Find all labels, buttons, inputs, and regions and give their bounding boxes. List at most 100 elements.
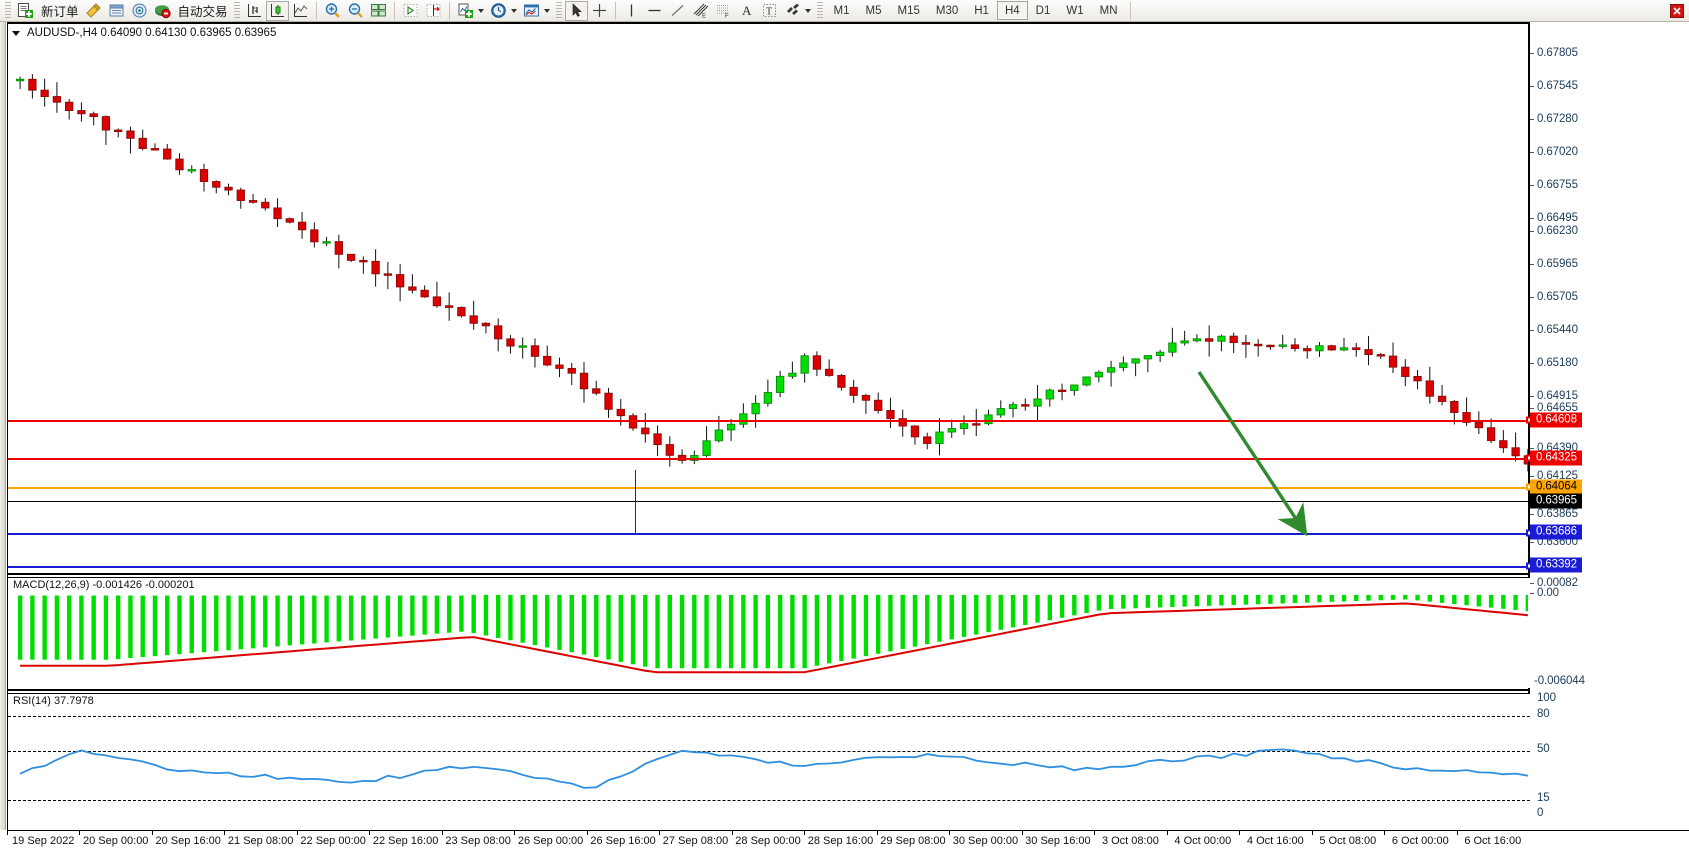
add-indicator-icon[interactable] — [454, 1, 477, 21]
time-tick — [514, 831, 516, 835]
close-icon[interactable] — [1667, 1, 1687, 21]
rsi-axis-label-0: 0 — [1537, 807, 1544, 819]
pane-separator-rsi[interactable] — [8, 689, 1530, 691]
time-tick-label: 30 Sep 16:00 — [1025, 835, 1091, 847]
price-level-badge-support-2[interactable]: 0.63392 — [1530, 557, 1582, 573]
rsi-guide-80 — [8, 716, 1530, 717]
time-tick-label: 22 Sep 00:00 — [300, 835, 366, 847]
price-tick-label: 0.65965 — [1537, 258, 1578, 270]
data-window-icon[interactable] — [105, 1, 128, 21]
timeframe-m1[interactable]: M1 — [833, 5, 850, 17]
rsi-guide-15 — [8, 800, 1530, 801]
svg-text:A: A — [742, 3, 752, 18]
price-level-badge-resistance-2[interactable]: 0.64325 — [1530, 450, 1582, 466]
fibonacci-icon[interactable]: F — [712, 1, 735, 21]
time-tick-label: 30 Sep 00:00 — [952, 835, 1019, 847]
zoom-in-icon[interactable] — [321, 1, 344, 21]
time-tick — [7, 831, 8, 835]
vertical-marker-line[interactable] — [635, 470, 636, 535]
horizontal-line-icon[interactable] — [643, 1, 666, 21]
time-axis[interactable]: 19 Sep 2022 20 Sep 00:00 20 Sep 16:00 21 Se… — [7, 830, 1689, 852]
price-tick-label: 0.66755 — [1537, 179, 1578, 191]
time-tick-label: 20 Sep 16:00 — [155, 835, 221, 847]
chevron-down-icon-chart[interactable] — [12, 30, 20, 36]
svg-text:T: T — [766, 7, 772, 18]
tile-windows-icon[interactable] — [367, 1, 390, 21]
rsi-pane[interactable]: RSI(14) 37.7978 — [8, 694, 1530, 830]
chevron-down-icon-2[interactable] — [510, 8, 517, 13]
shapes-icon[interactable] — [781, 1, 804, 21]
timeframe-w1[interactable]: W1 — [1066, 5, 1084, 17]
time-tick-label: 23 Sep 08:00 — [445, 835, 511, 847]
auto-trading-icon[interactable] — [151, 1, 174, 21]
price-tick-label: 0.66495 — [1537, 212, 1578, 224]
time-tick-label: 5 Oct 08:00 — [1319, 835, 1377, 847]
zoom-out-icon[interactable] — [344, 1, 367, 21]
time-tick-label: 3 Oct 08:00 — [1101, 835, 1159, 847]
toolbar-grip-4[interactable] — [816, 1, 823, 20]
price-tick — [1530, 264, 1534, 265]
toolbar-grip-2[interactable] — [233, 1, 240, 20]
auto-trading-label[interactable]: 自动交易 — [177, 5, 228, 19]
rsi-series — [19, 748, 1528, 789]
chart-vertical-scrollbar[interactable] — [0, 22, 6, 830]
crosshair-icon[interactable] — [588, 1, 611, 21]
price-tick-label: 0.67545 — [1537, 80, 1578, 92]
toolbar-grip-3[interactable] — [555, 1, 562, 20]
trendline-icon[interactable] — [666, 1, 689, 21]
price-level-badge-resistance-1[interactable]: 0.64608 — [1530, 412, 1582, 428]
macd-pane[interactable]: MACD(12,26,9) -0.001426 -0.000201 — [8, 578, 1530, 688]
time-tick — [586, 831, 588, 835]
new-order-icon[interactable] — [14, 1, 37, 21]
cursor-icon[interactable] — [564, 0, 588, 21]
timeframe-m15[interactable]: M15 — [897, 5, 920, 17]
chart-shift-icon[interactable] — [399, 1, 422, 21]
candlestick-chart-icon[interactable] — [265, 0, 289, 21]
timeframe-m30[interactable]: M30 — [935, 5, 959, 17]
vertical-line-icon[interactable] — [620, 1, 643, 21]
pane-separator-macd[interactable] — [8, 573, 1530, 575]
timeframe-m5[interactable]: M5 — [865, 5, 882, 17]
price-tick-label: 0.64125 — [1537, 470, 1578, 482]
time-tick — [1021, 831, 1023, 835]
time-tick-label: 21 Sep 08:00 — [227, 835, 294, 847]
chevron-down-icon[interactable] — [477, 8, 484, 13]
period-icon[interactable] — [487, 1, 510, 21]
price-tick — [1530, 363, 1534, 364]
timeframe-h1[interactable]: H1 — [974, 5, 989, 17]
text-icon[interactable]: A — [735, 1, 758, 21]
price-tick-label: 0.67805 — [1537, 47, 1578, 59]
new-order-label[interactable]: 新订单 — [41, 5, 79, 19]
price-level-badge-orange[interactable]: 0.64064 — [1530, 479, 1582, 495]
toolbar-grip[interactable] — [5, 1, 11, 20]
timeframe-h4[interactable]: H4 — [996, 1, 1028, 20]
bar-chart-icon[interactable] — [243, 1, 266, 21]
templates-icon[interactable] — [520, 1, 543, 21]
line-chart-icon[interactable] — [289, 1, 312, 21]
auto-scroll-icon[interactable] — [422, 1, 445, 21]
time-tick-label: 28 Sep 00:00 — [735, 835, 801, 847]
navigator-icon[interactable] — [128, 1, 151, 21]
price-tick-label: 0.65180 — [1537, 357, 1578, 369]
price-tick-label: 0.64655 — [1537, 402, 1578, 414]
chart-window: AUDUSD-,H4 0.64090 0.64130 0.63965 0.639… — [0, 22, 1689, 852]
equidistant-channel-icon[interactable]: E — [689, 1, 712, 21]
price-tick — [1530, 542, 1534, 543]
chevron-down-icon-4[interactable] — [804, 8, 811, 13]
price-tick — [1530, 53, 1534, 54]
chevron-down-icon-3[interactable] — [543, 8, 550, 13]
down-trend-arrow[interactable] — [1193, 364, 1323, 554]
expert-advisor-icon[interactable] — [82, 1, 105, 21]
toolbar-divider-4 — [614, 1, 616, 20]
timeframe-d1[interactable]: D1 — [1035, 5, 1051, 17]
chart-canvas[interactable]: AUDUSD-,H4 0.64090 0.64130 0.63965 0.639… — [7, 22, 1533, 830]
time-tick — [224, 831, 226, 835]
macd-label: MACD(12,26,9) -0.001426 -0.000201 — [13, 579, 195, 591]
time-tick — [1384, 831, 1386, 835]
price-level-badge-support-1[interactable]: 0.63686 — [1530, 524, 1582, 540]
macd-tick-zero — [1530, 593, 1534, 594]
timeframe-mn[interactable]: MN — [1099, 5, 1118, 17]
text-label-icon[interactable]: T — [758, 1, 781, 21]
rsi-axis-label-15: 15 — [1537, 792, 1550, 804]
price-axis[interactable]: 0.67805 0.67545 0.67280 0.67020 0.66755 0.664… — [1530, 22, 1689, 830]
